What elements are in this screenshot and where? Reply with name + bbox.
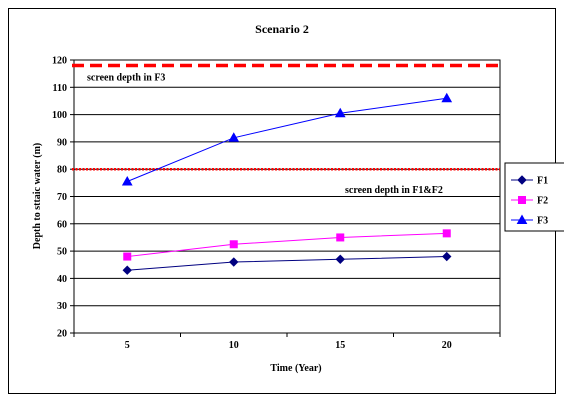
y-tick-label: 90 xyxy=(57,137,67,148)
y-tick-label: 100 xyxy=(52,110,67,121)
x-tick-label: 10 xyxy=(229,340,239,351)
y-tick-label: 110 xyxy=(53,83,67,94)
reference-line-label: screen depth in F1&F2 xyxy=(345,185,443,196)
chart-frame xyxy=(8,8,556,394)
series-line xyxy=(127,97,447,182)
data-point xyxy=(442,251,452,262)
data-point xyxy=(517,175,527,185)
data-point xyxy=(334,107,346,118)
y-tick-label: 20 xyxy=(57,329,67,340)
reference-line-label: screen depth in F3 xyxy=(87,72,165,83)
chart-title: Scenario 2 xyxy=(255,22,309,36)
y-tick-label: 120 xyxy=(52,56,67,67)
data-point xyxy=(229,257,239,267)
y-tick-label: 80 xyxy=(57,165,67,176)
data-point xyxy=(228,132,240,142)
legend-box xyxy=(504,162,564,232)
data-point xyxy=(123,252,132,261)
x-tick-label: 20 xyxy=(442,340,452,351)
legend-label: F1 xyxy=(537,176,548,187)
legend-label: F2 xyxy=(537,196,548,207)
x-tick-label: 15 xyxy=(335,340,345,351)
data-point xyxy=(516,214,528,224)
data-point xyxy=(335,254,345,264)
data-point xyxy=(336,233,345,242)
y-axis-label: Depth to sttaic water (m) xyxy=(32,143,43,249)
y-tick-label: 50 xyxy=(57,247,67,258)
series-line xyxy=(127,232,447,258)
data-point xyxy=(441,92,453,103)
x-axis-label: Time (Year) xyxy=(270,363,321,374)
legend-label: F3 xyxy=(537,216,548,227)
x-tick-label: 5 xyxy=(125,340,130,351)
data-point xyxy=(229,240,238,249)
data-point xyxy=(518,196,526,204)
y-tick-label: 70 xyxy=(57,192,67,203)
data-point xyxy=(442,229,451,238)
data-point xyxy=(121,175,133,186)
data-point xyxy=(122,265,132,275)
y-tick-label: 30 xyxy=(57,301,67,312)
y-tick-label: 40 xyxy=(57,274,67,285)
legend: F1 F2 F3 xyxy=(504,162,564,232)
series-line xyxy=(127,256,447,271)
y-tick-label: 60 xyxy=(57,219,67,230)
